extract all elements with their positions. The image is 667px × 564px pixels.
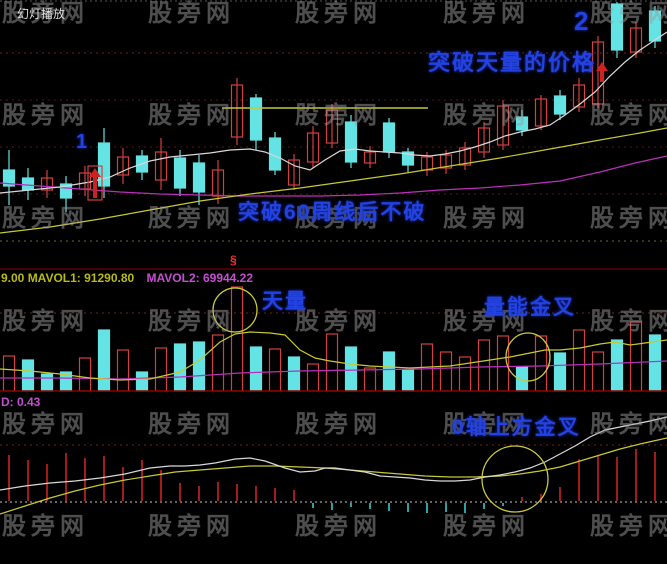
annotation-breakout-ma60: 突破60周线后不破	[238, 202, 426, 223]
price-panel	[0, 0, 667, 242]
annotation-golden-cross-above-zero: 0轴上方金叉	[452, 417, 581, 438]
section-symbol: §	[230, 253, 237, 267]
label-point-2: 2	[574, 8, 590, 34]
annotation-golden-cross-above-zero-text: 0轴上方金叉	[452, 416, 581, 439]
macd-panel	[0, 416, 667, 515]
label-point-1-text: 1	[76, 131, 90, 153]
annotation-heavy-volume: 天量	[262, 291, 308, 312]
macd-value-label: D: 0.43	[1, 395, 41, 409]
highlight-circles	[212, 287, 551, 513]
annotation-breakout-ma60-text: 突破60周线后不破	[238, 201, 427, 224]
slideshow-button[interactable]: 幻灯播放	[17, 7, 66, 21]
label-point-1: 1	[76, 132, 89, 152]
buy-arrow-markers	[87, 62, 608, 201]
annotation-breakout-price-text: 突破天量的价格	[428, 50, 597, 75]
annotation-volume-golden-cross-text: 量能金叉	[484, 296, 576, 319]
mavol2-label: MAVOL2: 69944.22	[146, 271, 254, 285]
volume-panel	[0, 268, 667, 392]
mavol1-label: 9.00 MAVOL1: 91290.80	[1, 271, 135, 285]
label-point-2-text: 2	[574, 6, 591, 36]
annotation-breakout-price: 突破天量的价格	[428, 52, 596, 74]
annotation-heavy-volume-text: 天量	[262, 290, 308, 313]
volume-indicator-labels: 9.00 MAVOL1: 91290.80 MAVOL2: 69944.22	[1, 272, 253, 284]
annotation-volume-golden-cross: 量能金叉	[484, 297, 576, 318]
